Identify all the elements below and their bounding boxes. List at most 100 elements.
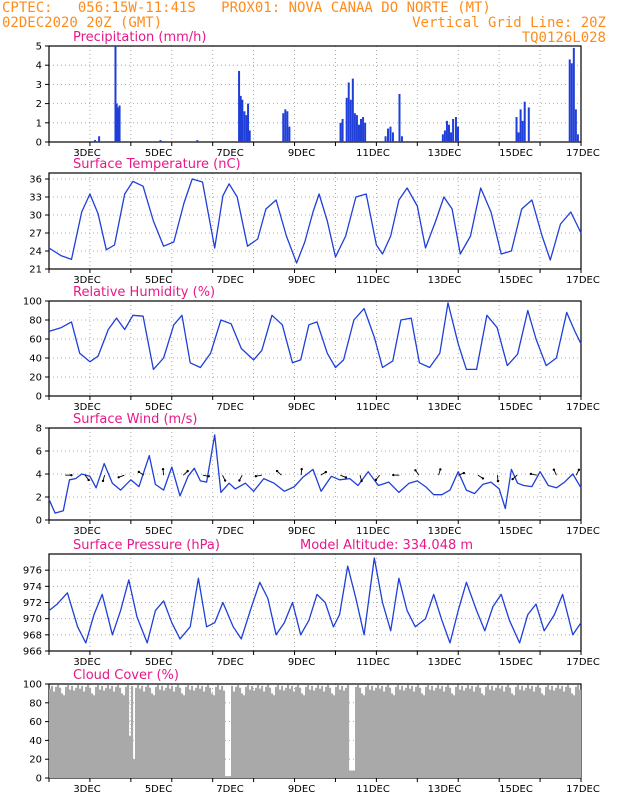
cloud-bar <box>301 693 304 778</box>
cloud-bar <box>145 686 148 778</box>
cloud-bar <box>259 688 262 778</box>
cloud-bar <box>365 686 368 778</box>
cloud-bar <box>555 687 558 778</box>
precip-bar <box>398 94 401 142</box>
cloud-bar <box>521 685 524 778</box>
precip-bar <box>384 136 387 142</box>
cloud-bar <box>377 684 380 778</box>
wind-arrow-head <box>360 479 363 483</box>
precip-bar <box>284 109 287 142</box>
cloud-bar <box>101 685 104 778</box>
precip-bar <box>568 59 571 142</box>
cloud-bar <box>427 684 430 778</box>
cloud-bar <box>99 689 102 778</box>
cloud-bar <box>135 687 138 778</box>
cloud-bar <box>229 776 232 778</box>
wind-arrow-head <box>101 479 105 483</box>
cloud-bar <box>531 685 534 778</box>
cloud-bar <box>267 684 270 778</box>
x-tick-label: 9DEC <box>288 148 315 159</box>
cloud-bar <box>309 689 312 778</box>
cloud-bar <box>407 684 410 778</box>
cloud-bar <box>175 686 178 778</box>
cloud-bar <box>515 686 518 778</box>
cloud-bar <box>497 684 500 778</box>
cloud-bar <box>501 685 504 778</box>
cloud-bar <box>337 684 340 778</box>
x-tick-label: 7DEC <box>216 402 243 413</box>
cloud-bar <box>345 687 348 778</box>
y-tick-label: 6 <box>36 447 42 458</box>
y-tick-label: 100 <box>23 680 42 691</box>
cloud-bar <box>231 685 234 778</box>
cloud-bar <box>323 691 326 778</box>
cloud-bar <box>529 688 532 778</box>
cloud-bar <box>293 691 296 778</box>
cloud-bar <box>341 685 344 778</box>
cloud-bar <box>401 685 404 778</box>
y-tick-label: 970 <box>23 614 42 625</box>
y-tick-label: 80 <box>29 698 42 709</box>
cloud-bar <box>153 695 156 778</box>
cloud-bar <box>389 687 392 778</box>
precip-bar <box>339 122 342 142</box>
panel-title: Precipitation (mm/h) <box>73 30 206 45</box>
precip-bar <box>387 128 390 142</box>
x-tick-label: 17DEC <box>566 784 600 795</box>
x-tick-label: 3DEC <box>73 784 100 795</box>
precip-bar <box>355 115 358 142</box>
precip-bar <box>400 136 403 142</box>
x-tick-label: 17DEC <box>566 148 600 159</box>
cloud-bar <box>271 693 274 778</box>
cloud-bar <box>139 688 142 778</box>
cloud-bar <box>359 687 362 778</box>
x-tick-label: 11DEC <box>356 275 390 286</box>
cloud-bar <box>103 690 106 778</box>
cloud-bar <box>393 695 396 778</box>
cloud-bar <box>577 684 580 778</box>
cloud-bar <box>371 685 374 778</box>
precip-bar <box>115 103 118 142</box>
cloud-bar <box>373 690 376 778</box>
cloud-bar <box>137 684 140 778</box>
series-line <box>48 302 582 371</box>
cloud-bar <box>381 685 384 778</box>
y-tick-label: 24 <box>29 247 42 258</box>
cloud-bar <box>199 688 202 778</box>
cloud-bar <box>313 690 316 778</box>
precip-bar <box>241 99 244 142</box>
cloud-bar <box>579 689 582 778</box>
cloud-bar <box>429 689 432 778</box>
x-tick-label: 15DEC <box>499 526 533 537</box>
precip-bar <box>457 126 460 142</box>
precip-bar <box>341 118 344 142</box>
cloud-bar <box>403 690 406 778</box>
y-tick-label: 0 <box>36 774 42 785</box>
cloud-bar <box>87 684 90 778</box>
x-tick-label: 17DEC <box>566 526 600 537</box>
cloud-bar <box>89 687 92 778</box>
y-tick-label: 21 <box>29 265 42 276</box>
cloud-bar <box>163 690 166 778</box>
precip-bar <box>347 82 350 142</box>
cloud-bar <box>121 693 124 778</box>
precip-bar <box>98 136 101 142</box>
cloud-bar <box>265 686 268 778</box>
precip-bar <box>248 130 251 142</box>
cloud-bar <box>317 684 320 778</box>
cloud-bar <box>563 691 566 778</box>
series-line <box>48 434 582 514</box>
cloud-bar <box>91 693 94 778</box>
precip-bar <box>118 105 121 142</box>
plot-frame <box>48 45 582 143</box>
x-tick-label: 15DEC <box>499 275 533 286</box>
cloud-bar <box>533 691 536 778</box>
x-tick-label: 5DEC <box>145 526 172 537</box>
cloud-bar <box>559 688 562 778</box>
x-tick-label: 13DEC <box>428 275 462 286</box>
cloud-bar <box>287 684 290 778</box>
precip-bar <box>441 134 444 142</box>
panel-title: Relative Humidity (%) <box>73 285 215 300</box>
cloud-bar <box>133 759 136 778</box>
cloud-bar <box>483 695 486 778</box>
